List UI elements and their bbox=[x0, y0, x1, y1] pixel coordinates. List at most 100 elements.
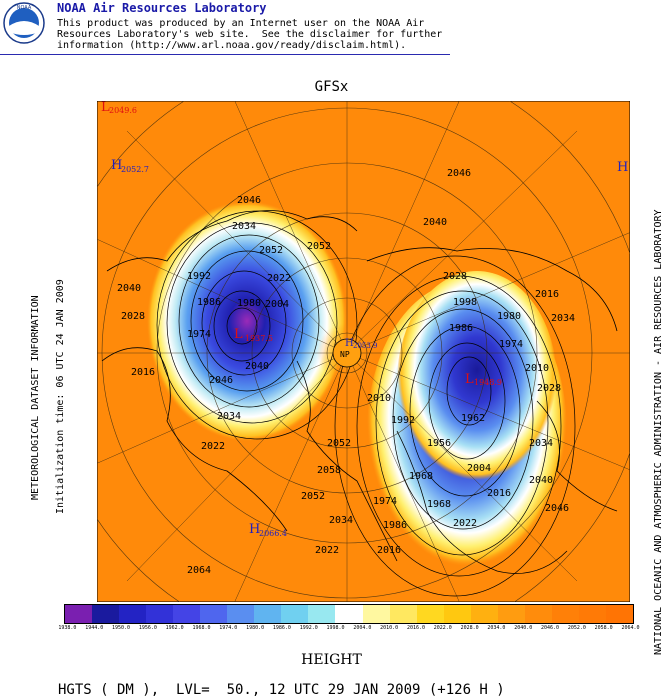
svg-text:H: H bbox=[617, 160, 628, 175]
variable-label: HEIGHT bbox=[301, 652, 362, 668]
color-scale-tick: 1986.0 bbox=[272, 625, 291, 631]
color-scale-swatch bbox=[65, 605, 93, 623]
color-scale-ticks: 1938.0 1944.0 1950.0 1956.0 1962.0 1968.0 1974… bbox=[54, 625, 644, 635]
color-scale-swatch bbox=[119, 605, 147, 623]
color-scale-tick: 2064.0 bbox=[621, 625, 640, 631]
color-scale-swatch bbox=[173, 605, 201, 623]
contour-label: 2028 bbox=[443, 271, 467, 282]
map-panel: NP L 2049.6 H 2052.7 H L 1937.5 L 1948.9… bbox=[46, 51, 663, 654]
color-scale-swatch bbox=[443, 605, 471, 623]
pressure-center-high: H bbox=[617, 160, 628, 175]
contour-label: 2046 bbox=[447, 168, 471, 179]
svg-text:L: L bbox=[234, 327, 243, 342]
pressure-center-low: L 2049.6 bbox=[101, 100, 137, 115]
contour-label: 2034 bbox=[551, 313, 575, 324]
contour-label: 2040 bbox=[423, 217, 447, 228]
color-scale-swatch bbox=[551, 605, 579, 623]
contour-label: 2046 bbox=[545, 503, 569, 514]
color-scale-swatch bbox=[200, 605, 228, 623]
contour-label: 1968 bbox=[409, 471, 433, 482]
contour-label: 2004 bbox=[467, 463, 491, 474]
color-scale-swatch bbox=[470, 605, 498, 623]
color-scale-swatch bbox=[92, 605, 120, 623]
contour-label: 2040 bbox=[117, 283, 141, 294]
svg-text:2053.9: 2053.9 bbox=[353, 342, 378, 350]
contour-label: 1968 bbox=[427, 499, 451, 510]
color-scale-tick: 2016.0 bbox=[406, 625, 425, 631]
contour-label: 2022 bbox=[315, 545, 339, 556]
color-scale-tick: 2004.0 bbox=[353, 625, 372, 631]
contour-label: 2022 bbox=[453, 518, 477, 529]
contour-label: 1998 bbox=[453, 297, 477, 308]
svg-text:H: H bbox=[249, 522, 260, 537]
contour-label: 2052 bbox=[259, 245, 283, 256]
color-scale-tick: 2034.0 bbox=[487, 625, 506, 631]
svg-text:1948.9: 1948.9 bbox=[474, 378, 502, 387]
color-scale-tick: 1950.0 bbox=[112, 625, 131, 631]
contour-label: 2064 bbox=[187, 565, 211, 576]
disclaimer-line: This product was produced by an Internet… bbox=[57, 18, 425, 29]
color-scale-tick: 1998.0 bbox=[326, 625, 345, 631]
color-scale-tick: 2040.0 bbox=[514, 625, 533, 631]
contour-label: 2052 bbox=[301, 491, 325, 502]
color-scale-swatch bbox=[416, 605, 444, 623]
contour-label: 1974 bbox=[187, 329, 211, 340]
contour-label: 2058 bbox=[317, 465, 341, 476]
color-scale-tick: 2058.0 bbox=[594, 625, 613, 631]
contour-label: 2022 bbox=[267, 273, 291, 284]
color-scale-swatch bbox=[254, 605, 282, 623]
disclaimer-line[interactable]: information (http://www.arl.noaa.gov/rea… bbox=[57, 40, 407, 51]
svg-text:L: L bbox=[465, 372, 474, 387]
disclaimer: This product was produced by an Internet… bbox=[57, 18, 442, 51]
pressure-center-high: H 2066.4 bbox=[249, 522, 287, 538]
contour-label: 2034 bbox=[529, 438, 553, 449]
contour-label: 2010 bbox=[367, 393, 391, 404]
contour-label: 2052 bbox=[327, 438, 351, 449]
contour-label: 2034 bbox=[217, 411, 241, 422]
svg-text:H: H bbox=[111, 158, 122, 173]
color-scale-bar bbox=[64, 604, 634, 624]
svg-text:2066.4: 2066.4 bbox=[259, 529, 287, 538]
footer-info: HGTS ( DM ), LVL= 50., 12 UTC 29 JAN 200… bbox=[58, 682, 505, 698]
color-scale-tick: 1968.0 bbox=[192, 625, 211, 631]
pressure-center-low: L 1937.5 bbox=[234, 327, 273, 343]
noaa-arl-label: NATIONAL OCEANIC AND ATMOSPHERIC ADMINIS… bbox=[653, 209, 663, 655]
contour-labels: 2046 2034 2052 2040 2028 2022 2004 1992 … bbox=[117, 168, 575, 576]
contour-label: 1980 bbox=[237, 298, 261, 309]
color-scale-tick: 1980.0 bbox=[246, 625, 265, 631]
contour-label: 2040 bbox=[245, 361, 269, 372]
color-scale-tick: 2052.0 bbox=[567, 625, 586, 631]
color-scale-swatch bbox=[389, 605, 417, 623]
contour-label: 2028 bbox=[121, 311, 145, 322]
contour-label: 2016 bbox=[535, 289, 559, 300]
color-scale-tick: 2028.0 bbox=[460, 625, 479, 631]
contour-label: 2046 bbox=[209, 375, 233, 386]
contour-label: 2016 bbox=[131, 367, 155, 378]
pressure-centers: L 2049.6 H 2052.7 H L 1937.5 L 1948.9 H … bbox=[101, 100, 628, 538]
color-scale-swatch bbox=[335, 605, 363, 623]
contour-label: 2028 bbox=[537, 383, 561, 394]
contour-label: 2010 bbox=[525, 363, 549, 374]
contour-label: 1992 bbox=[391, 415, 415, 426]
color-scale-swatch bbox=[227, 605, 255, 623]
north-pole-marker bbox=[332, 338, 362, 368]
pressure-center-high: H 2052.7 bbox=[111, 158, 149, 174]
contour-label: 2034 bbox=[232, 221, 256, 232]
color-scale-swatch bbox=[146, 605, 174, 623]
disclaimer-line: Resources Laboratory's web site. See the… bbox=[57, 29, 443, 40]
header-rule bbox=[0, 54, 450, 55]
meridian-grid bbox=[47, 51, 663, 651]
contour-label: 1986 bbox=[383, 520, 407, 531]
contour-label: 1974 bbox=[499, 339, 523, 350]
contour-label: 2016 bbox=[377, 545, 401, 556]
color-scale-swatch bbox=[281, 605, 309, 623]
org-name[interactable]: NOAA Air Resources Laboratory bbox=[57, 1, 267, 15]
color-scale-tick: 1992.0 bbox=[299, 625, 318, 631]
color-scale-tick: 2010.0 bbox=[380, 625, 399, 631]
svg-text:1937.5: 1937.5 bbox=[245, 334, 273, 343]
svg-text:2052.7: 2052.7 bbox=[121, 165, 149, 174]
contour-label: 1962 bbox=[461, 413, 485, 424]
color-scale-swatch bbox=[578, 605, 606, 623]
contour-label: 1986 bbox=[449, 323, 473, 334]
color-scale-tick: 2046.0 bbox=[541, 625, 560, 631]
